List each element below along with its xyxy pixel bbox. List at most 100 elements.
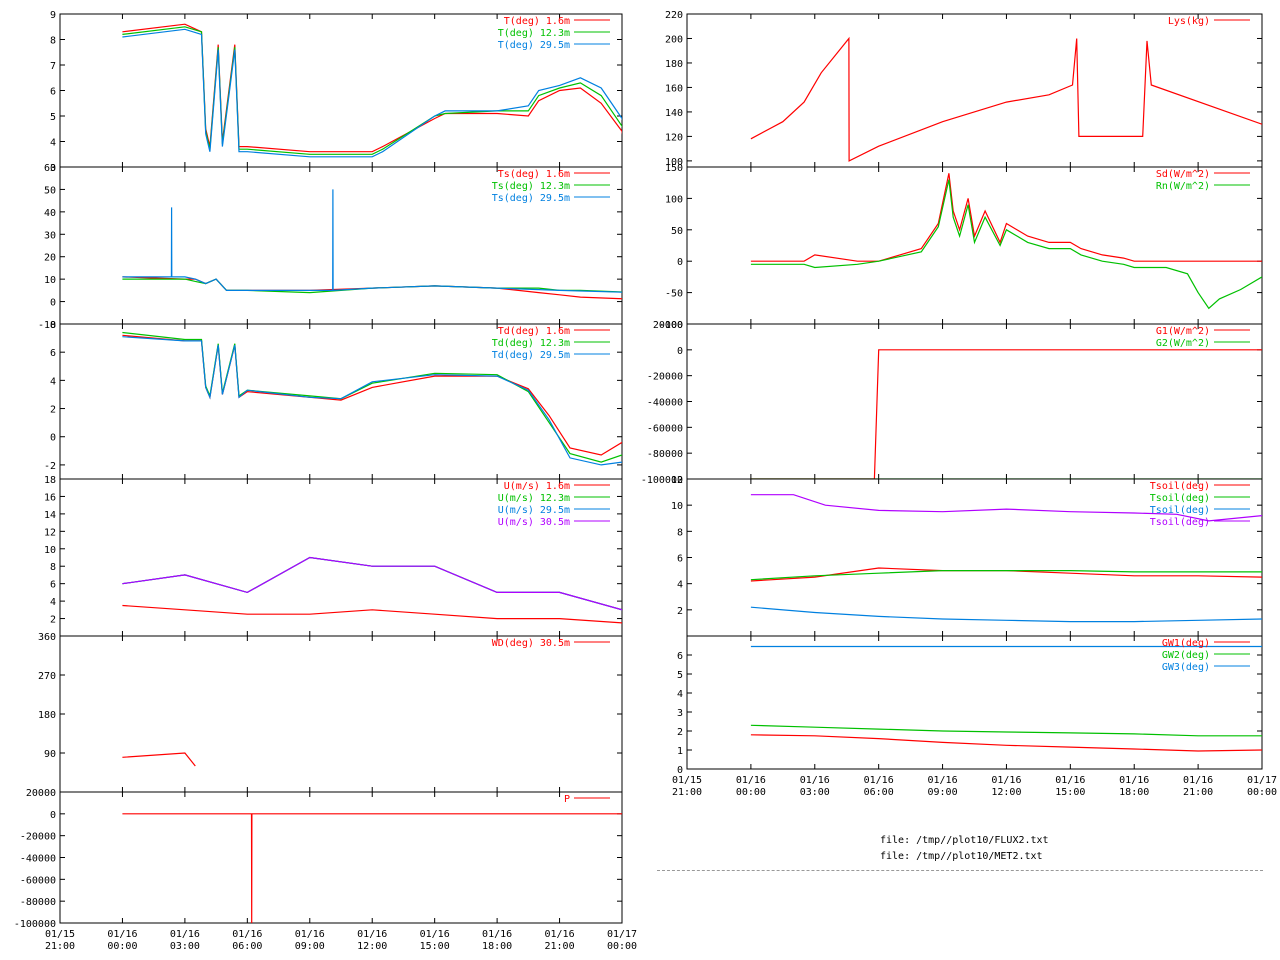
y-tick-label: 90: [44, 749, 56, 760]
legend-label: P: [564, 794, 570, 805]
series-group: [122, 752, 196, 767]
series-line-2: [122, 556, 622, 611]
y-tick-label: 12: [44, 527, 56, 538]
legend-label: Td(deg) 29.5m: [492, 350, 570, 361]
x-tick-date: 01/16: [991, 775, 1021, 786]
series-line-2: [122, 336, 622, 466]
y-tick-label: 5: [50, 112, 56, 123]
x-tick-time: 18:00: [482, 941, 512, 952]
legend-label: GW3(deg): [1162, 662, 1210, 673]
y-tick-label: -50: [665, 289, 683, 300]
y-tick-label: 9: [50, 10, 56, 21]
x-tick-time: 09:00: [295, 941, 325, 952]
series-group: [750, 645, 1262, 752]
y-tick-label: 100: [665, 194, 683, 205]
y-tick-label: 20000: [653, 320, 683, 331]
plot-frame: [59, 635, 623, 793]
y-tick-label: 120: [665, 132, 683, 143]
x-tick-date: 01/16: [295, 929, 325, 940]
y-tick-label: 180: [38, 710, 56, 721]
panel-t: 3 4 5 6 7 8 9 T(deg) 1.6mT(deg) 12.3mT(deg) 29.…: [50, 10, 623, 174]
series-group: [122, 189, 622, 300]
y-tick-label: 200: [665, 34, 683, 45]
legend-label: Tsoil(deg): [1150, 505, 1210, 516]
x-tick-time: 03:00: [170, 941, 200, 952]
x-tick-date: 01/16: [928, 775, 958, 786]
legend-label: T(deg) 29.5m: [498, 40, 570, 51]
series-group: [122, 813, 622, 923]
x-tick-date: 01/16: [1055, 775, 1085, 786]
series-group: [750, 36, 1262, 162]
y-tick-label: 0: [50, 298, 56, 309]
x-tick-date: 01/16: [482, 929, 512, 940]
series-line-0: [750, 349, 1262, 479]
x-tick-date: 01/16: [864, 775, 894, 786]
legend-label: Rn(W/m^2): [1156, 181, 1210, 192]
y-tick-label: 6: [50, 348, 56, 359]
x-tick-time: 09:00: [928, 787, 958, 798]
legend-label: Ts(deg) 12.3m: [492, 181, 570, 192]
y-tick-label: -60000: [647, 423, 683, 434]
legend-label: G1(W/m^2): [1156, 326, 1210, 337]
legend-label: Td(deg) 1.6m: [498, 326, 570, 337]
y-tick-label: 8: [677, 527, 683, 538]
y-tick-label: -20000: [20, 832, 56, 843]
y-tick-label: -100000: [641, 475, 683, 486]
panel-sd: -100 -50 0 50 100 150 Sd(W/m^2)Rn(W/m^2): [659, 163, 1263, 331]
series-group: [750, 349, 1262, 479]
y-tick-label: -40000: [20, 854, 56, 865]
legend-label: U(m/s) 29.5m: [498, 505, 570, 516]
file-name-flux: file: /tmp//plot10/FLUX2.txt: [880, 835, 1049, 846]
x-tick-date: 01/16: [170, 929, 200, 940]
legend-label: U(m/s) 30.5m: [498, 517, 570, 528]
y-tick-label: 270: [38, 671, 56, 682]
y-tick-label: 1: [677, 746, 683, 757]
series-line-2: [750, 606, 1262, 623]
x-tick-date: 01/16: [1119, 775, 1149, 786]
legend-label: Sd(W/m^2): [1156, 169, 1210, 180]
legend-label: Tsoil(deg): [1150, 517, 1210, 528]
plot-frame: [686, 635, 1263, 770]
x-tick-date: 01/16: [1183, 775, 1213, 786]
y-tick-label: 8: [50, 562, 56, 573]
x-tick-date: 01/15: [672, 775, 702, 786]
panel-tsoil: 24681012Tsoil(deg)Tsoil(deg)Tsoil(deg)Ts…: [671, 475, 1263, 637]
series-line-0: [122, 752, 196, 767]
x-tick-time: 21:00: [545, 941, 575, 952]
series-line-3: [122, 556, 622, 611]
y-tick-label: 14: [44, 510, 56, 521]
y-tick-label: 0: [50, 433, 56, 444]
y-tick-label: 140: [665, 108, 683, 119]
y-tick-label: -100: [659, 320, 683, 331]
y-tick-label: 40: [44, 208, 56, 219]
x-tick-date: 01/17: [1247, 775, 1277, 786]
y-tick-label: 8: [50, 36, 56, 47]
x-tick-date: 01/16: [545, 929, 575, 940]
series-group: [122, 556, 622, 624]
y-tick-label: 5: [677, 670, 683, 681]
y-tick-label: 6: [677, 554, 683, 565]
x-tick-date: 01/16: [420, 929, 450, 940]
y-tick-label: 2: [50, 615, 56, 626]
x-tick-date: 01/17: [607, 929, 637, 940]
y-tick-label: 2: [677, 606, 683, 617]
series-line-1: [122, 556, 622, 611]
y-tick-label: 30: [44, 230, 56, 241]
y-tick-label: 4: [50, 138, 56, 149]
x-tick-time: 12:00: [357, 941, 387, 952]
legend-label: GW1(deg): [1162, 638, 1210, 649]
series-line-3: [750, 494, 1262, 522]
y-tick-label: -20000: [647, 372, 683, 383]
y-tick-label: 4: [677, 689, 683, 700]
y-tick-label: 8: [50, 320, 56, 331]
y-tick-label: 50: [44, 185, 56, 196]
file-name-met: file: /tmp//plot10/MET2.txt: [880, 851, 1043, 862]
legend-label: Ts(deg) 29.5m: [492, 193, 570, 204]
series-line-0: [122, 813, 622, 923]
x-tick-time: 00:00: [736, 787, 766, 798]
series-line-2: [122, 189, 622, 293]
y-tick-label: 360: [38, 632, 56, 643]
series-line-0: [750, 734, 1262, 752]
